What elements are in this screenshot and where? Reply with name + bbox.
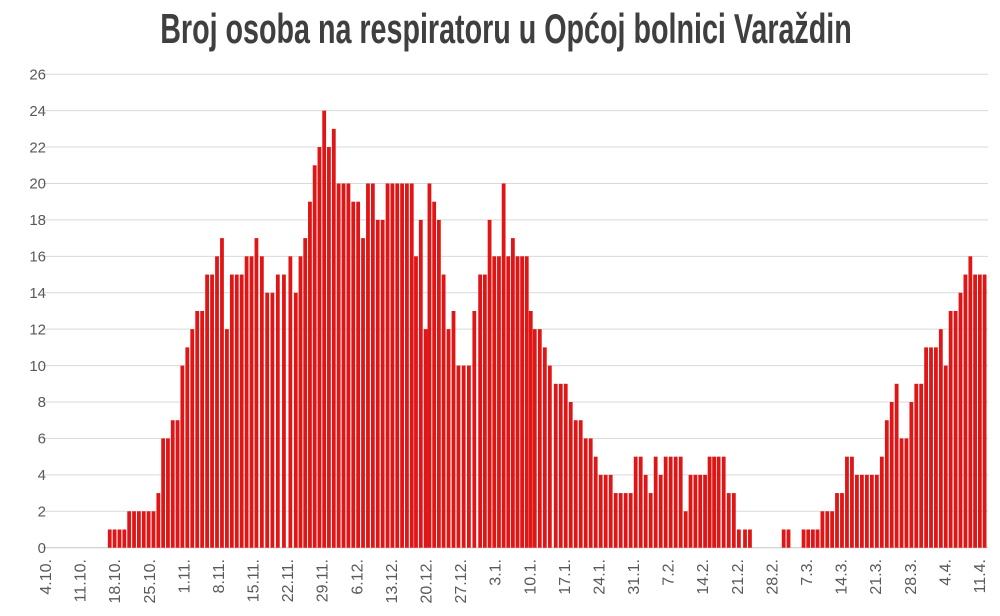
svg-text:16: 16 xyxy=(29,249,46,266)
svg-text:10.1.: 10.1. xyxy=(522,559,539,595)
svg-text:24.1.: 24.1. xyxy=(591,559,608,595)
svg-text:11.4.: 11.4. xyxy=(972,559,989,593)
svg-text:4.4.: 4.4. xyxy=(937,559,954,586)
svg-text:1.11.: 1.11. xyxy=(176,559,193,593)
svg-text:21.2.: 21.2. xyxy=(730,559,747,595)
svg-text:Broj osoba na respiratoru u Op: Broj osoba na respiratoru u Općoj bolnic… xyxy=(160,4,852,52)
svg-text:2: 2 xyxy=(38,503,46,520)
svg-text:3.1.: 3.1. xyxy=(488,559,505,586)
svg-text:24: 24 xyxy=(29,103,46,120)
svg-text:22: 22 xyxy=(29,139,46,156)
svg-text:21.3.: 21.3. xyxy=(868,559,885,595)
svg-text:12: 12 xyxy=(29,321,46,338)
svg-text:26: 26 xyxy=(29,66,46,83)
svg-text:8.11.: 8.11. xyxy=(211,559,228,593)
svg-text:18: 18 xyxy=(29,212,46,229)
svg-text:13.12.: 13.12. xyxy=(384,559,401,603)
svg-text:6: 6 xyxy=(38,431,46,448)
svg-text:10: 10 xyxy=(29,358,46,375)
svg-text:25.10.: 25.10. xyxy=(142,559,159,603)
svg-text:0: 0 xyxy=(38,540,46,557)
svg-text:7.2.: 7.2. xyxy=(661,559,678,586)
svg-text:7.3.: 7.3. xyxy=(799,559,816,586)
svg-text:15.11.: 15.11. xyxy=(246,559,263,602)
svg-text:14: 14 xyxy=(29,285,46,302)
svg-text:28.3.: 28.3. xyxy=(903,559,920,595)
svg-text:20: 20 xyxy=(29,176,46,193)
svg-text:17.1.: 17.1. xyxy=(557,559,574,595)
svg-text:31.1.: 31.1. xyxy=(626,559,643,595)
svg-text:22.11.: 22.11. xyxy=(280,559,297,602)
svg-text:28.2.: 28.2. xyxy=(764,559,781,595)
svg-text:14.3.: 14.3. xyxy=(834,559,851,595)
svg-text:6.12.: 6.12. xyxy=(349,559,366,595)
svg-text:4: 4 xyxy=(38,467,46,484)
svg-text:8: 8 xyxy=(38,394,46,411)
svg-text:27.12.: 27.12. xyxy=(453,559,470,603)
svg-text:29.11.: 29.11. xyxy=(315,559,332,602)
svg-text:14.2.: 14.2. xyxy=(695,559,712,595)
svg-text:4.10.: 4.10. xyxy=(38,559,55,595)
svg-text:11.10.: 11.10. xyxy=(73,559,90,602)
svg-text:18.10.: 18.10. xyxy=(107,559,124,603)
svg-text:20.12.: 20.12. xyxy=(419,559,436,603)
